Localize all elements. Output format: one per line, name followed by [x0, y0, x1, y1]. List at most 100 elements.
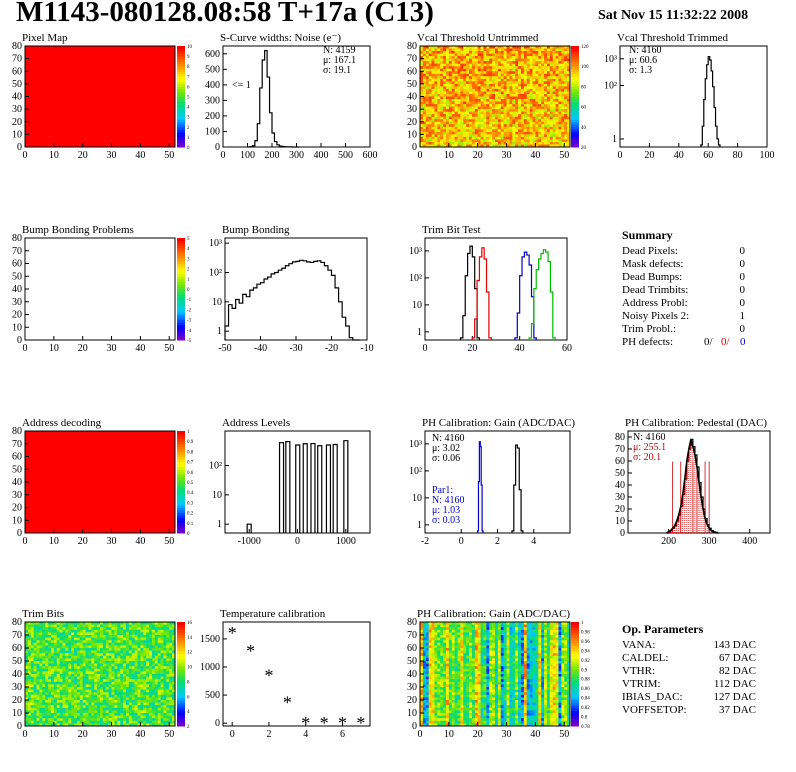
palette-cell: [177, 453, 185, 457]
heatmap-cell: [169, 720, 173, 724]
heatmap-cell: [140, 700, 144, 703]
heatmap-cell: [420, 81, 424, 85]
heatmap-cell: [526, 126, 530, 130]
heatmap-cell: [466, 114, 470, 117]
heatmap-cell: [460, 93, 464, 97]
heatmap-cell: [169, 668, 173, 672]
heatmap-cell: [555, 637, 559, 641]
heatmap-cell: [555, 121, 559, 125]
heatmap-cell: [526, 51, 530, 54]
heatmap-cell: [160, 668, 164, 672]
heatmap-cell: [50, 681, 55, 685]
heatmap-cell: [454, 627, 458, 631]
heatmap-cell: [564, 71, 568, 75]
heatmap-cell: [500, 134, 504, 138]
heatmap-cell: [428, 109, 432, 112]
heatmap-cell: [546, 119, 551, 123]
heatmap-cell: [535, 134, 539, 138]
heatmap-cell: [149, 718, 153, 722]
heatmap-cell: [443, 53, 447, 57]
heatmap-cell: [469, 134, 473, 138]
heatmap-cell: [469, 144, 473, 148]
heatmap-cell: [541, 129, 545, 133]
heatmap-cell: [518, 126, 522, 130]
y-tick-label: 50: [407, 79, 417, 90]
heatmap-cell: [561, 53, 565, 57]
heatmap-cell: [532, 46, 536, 49]
heatmap-cell: [91, 637, 95, 641]
heatmap-cell: [500, 88, 504, 92]
heatmap-cell: [506, 99, 510, 102]
heatmap-cell: [561, 83, 565, 87]
palette-cell: [177, 632, 185, 636]
heatmap-cell: [151, 710, 156, 714]
heatmap-cell: [50, 694, 55, 698]
heatmap-cell: [79, 702, 83, 706]
heatmap-cell: [443, 109, 447, 112]
heatmap-cell: [428, 629, 432, 633]
heatmap-cell: [76, 637, 81, 641]
heatmap-cell: [443, 81, 447, 85]
heatmap-cell: [512, 101, 516, 105]
heatmap-cell: [100, 622, 104, 625]
heatmap-cell: [123, 702, 127, 706]
heatmap-cell: [114, 640, 118, 644]
y-tick-label: 50: [12, 656, 22, 667]
heatmap-cell: [105, 629, 109, 633]
y-tick-label: 40: [12, 477, 22, 488]
heatmap-cell: [125, 676, 130, 680]
heatmap-cell: [163, 658, 167, 662]
heatmap-cell: [143, 697, 147, 701]
heatmap-cell: [42, 645, 46, 649]
heatmap-cell: [125, 710, 130, 714]
heatmap-cell: [42, 637, 46, 641]
y-tick-label: 20: [12, 117, 22, 128]
heatmap-cell: [440, 46, 444, 49]
heatmap-cell: [495, 83, 499, 87]
heatmap-cell: [523, 627, 528, 631]
heatmap-cell: [535, 106, 539, 110]
heatmap-cell: [486, 78, 490, 82]
heatmap-cell: [448, 109, 453, 112]
heatmap-cell: [500, 83, 504, 87]
y-tick-label: 20: [12, 503, 22, 514]
heatmap-cell: [466, 96, 470, 100]
heatmap-cell: [451, 78, 455, 82]
heatmap-cell: [59, 666, 63, 670]
heatmap-cell: [420, 632, 424, 636]
heatmap-cell: [538, 136, 542, 140]
heatmap-cell: [102, 689, 107, 693]
heatmap-cell: [53, 661, 58, 664]
heatmap-cell: [480, 121, 484, 125]
heatmap-cell: [59, 705, 63, 709]
heatmap-cell: [434, 635, 438, 638]
palette-cell: [177, 131, 185, 135]
heatmap-cell: [445, 93, 450, 97]
heatmap-cell: [520, 66, 525, 70]
heatmap-cell: [33, 710, 37, 714]
heatmap-cell: [431, 81, 435, 85]
heatmap-cell: [117, 640, 121, 644]
heatmap-cell: [448, 46, 453, 49]
y-tick-label: 40: [12, 284, 22, 295]
heatmap-cell: [27, 653, 32, 657]
heatmap-cell: [471, 76, 476, 80]
heatmap-cell: [30, 674, 34, 677]
heatmap-cell: [85, 637, 89, 641]
heatmap-cell: [535, 144, 539, 148]
heatmap-cell: [541, 88, 545, 92]
heatmap-cell: [76, 642, 81, 646]
palette-label: 100: [581, 65, 589, 70]
heatmap-cell: [460, 109, 464, 112]
heatmap-cell: [549, 109, 553, 112]
heatmap-cell: [146, 627, 150, 631]
heatmap-cell: [492, 141, 496, 145]
heatmap-cell: [567, 76, 571, 80]
heatmap-cell: [169, 689, 173, 693]
heatmap-cell: [131, 723, 135, 727]
heatmap-cell: [123, 637, 127, 641]
heatmap-cell: [74, 710, 78, 714]
heatmap-cell: [50, 705, 55, 709]
heatmap-cell: [538, 96, 542, 100]
heatmap-cell: [420, 124, 424, 128]
